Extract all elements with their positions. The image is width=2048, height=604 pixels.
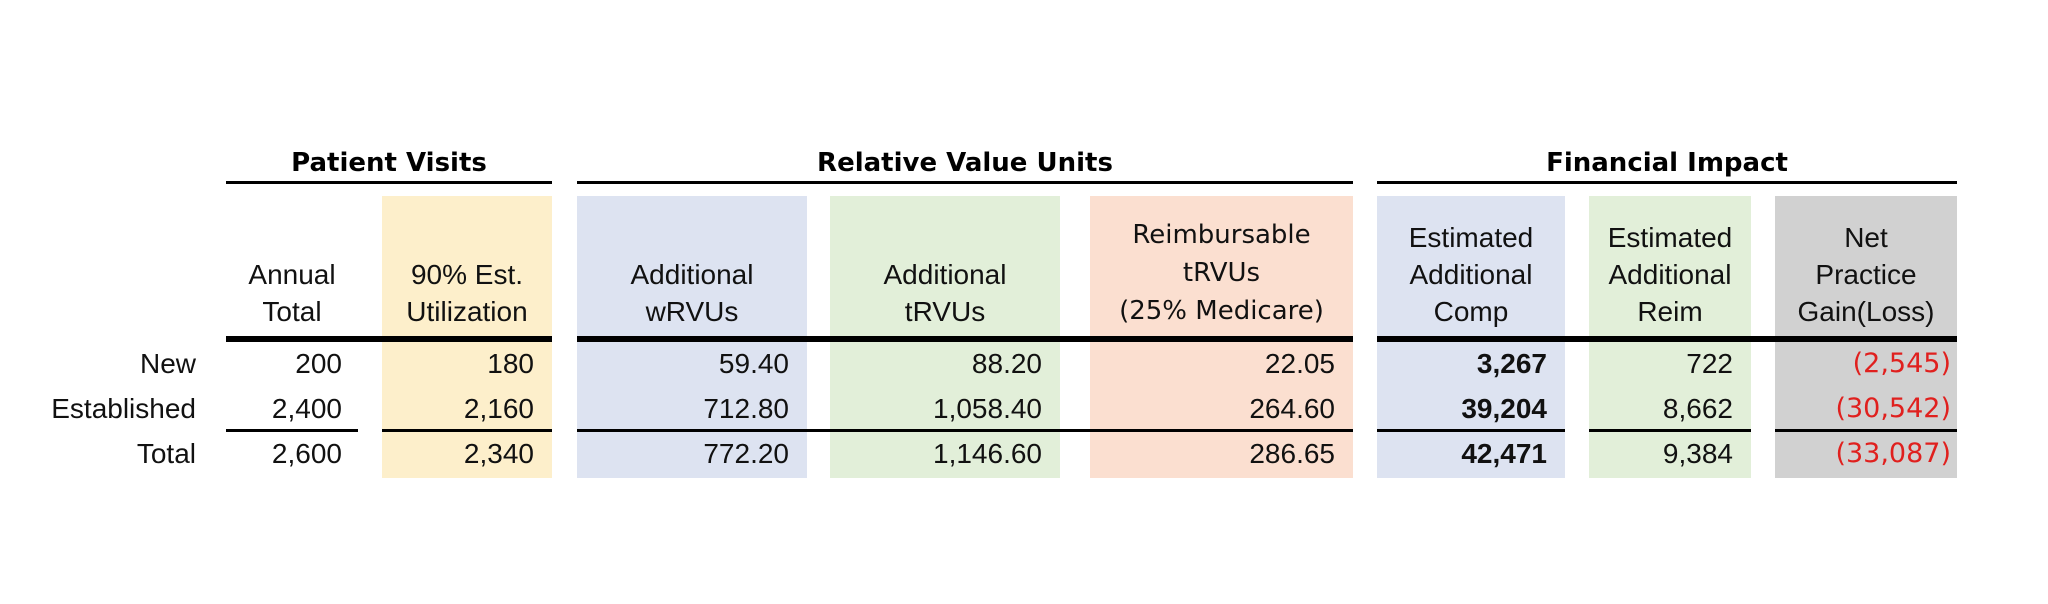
cell-wrvus: 712.80	[703, 393, 789, 424]
cell-reimbursable: 264.60	[1249, 393, 1335, 424]
row-label-total: Total	[136, 438, 196, 469]
cell-reim: 8,662	[1662, 393, 1733, 424]
cell-comp: 39,204	[1461, 393, 1547, 424]
subtotal-rule-annual-total	[226, 429, 358, 432]
header-wrvus: Additional wRVUs	[630, 259, 754, 327]
subtotal-rule-comp	[1377, 429, 1565, 432]
group-underline-financial-impact	[1377, 181, 1957, 184]
cell-trvus: 88.20	[971, 348, 1042, 379]
header-comp: Estimated Additional Comp	[1408, 222, 1534, 327]
subtotal-rule-utilization	[382, 429, 552, 432]
row-label-established: Established	[51, 393, 196, 424]
subtotal-rule-relative-value-units	[577, 429, 1353, 432]
group-underline-patient-visits	[226, 181, 552, 184]
cell-reimbursable: 286.65	[1249, 438, 1335, 469]
row-label-new: New	[139, 348, 196, 379]
cell-annual-total: 200	[295, 348, 342, 379]
subtotal-rule-net	[1775, 429, 1957, 432]
cell-reimbursable: 22.05	[1264, 348, 1335, 379]
header-reim: Estimated Additional Reim	[1607, 222, 1733, 327]
group-relative-value-units: Relative Value Units	[817, 148, 1113, 178]
cell-net: (33,087)	[1835, 438, 1951, 469]
cell-net: (30,542)	[1835, 393, 1951, 424]
cell-comp: 3,267	[1476, 348, 1547, 379]
cell-annual-total: 2,600	[271, 438, 342, 469]
header-rule-relative-value-units	[577, 336, 1353, 342]
cell-annual-total: 2,400	[271, 393, 342, 424]
cell-utilization: 180	[487, 348, 534, 379]
cell-reim: 722	[1686, 348, 1733, 379]
cell-trvus: 1,146.60	[933, 438, 1042, 469]
header-rule-patient-visits	[226, 336, 552, 342]
cell-net: (2,545)	[1852, 348, 1951, 379]
header-utilization: 90% Est. Utilization	[406, 259, 528, 327]
group-patient-visits: Patient Visits	[291, 148, 487, 178]
header-rule-financial-impact	[1377, 336, 1957, 342]
header-net: Net Practice Gain(Loss)	[1797, 222, 1935, 327]
header-trvus: Additional tRVUs	[883, 259, 1007, 327]
header-annual-total: Annual Total	[248, 259, 336, 327]
cell-trvus: 1,058.40	[933, 393, 1042, 424]
cell-utilization: 2,340	[463, 438, 534, 469]
subtotal-rule-reim	[1589, 429, 1751, 432]
cell-wrvus: 772.20	[703, 438, 789, 469]
group-underline-relative-value-units	[577, 181, 1353, 184]
cell-comp: 42,471	[1461, 438, 1547, 469]
cell-reim: 9,384	[1662, 438, 1733, 469]
header-reimbursable: Reimbursable tRVUs (25% Medicare)	[1119, 220, 1324, 326]
group-financial-impact: Financial Impact	[1546, 148, 1788, 178]
cell-wrvus: 59.40	[718, 348, 789, 379]
cell-utilization: 2,160	[463, 393, 534, 424]
